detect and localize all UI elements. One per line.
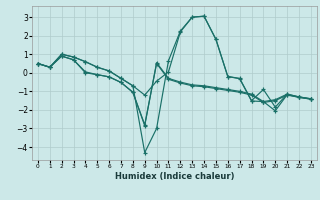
X-axis label: Humidex (Indice chaleur): Humidex (Indice chaleur)	[115, 172, 234, 181]
